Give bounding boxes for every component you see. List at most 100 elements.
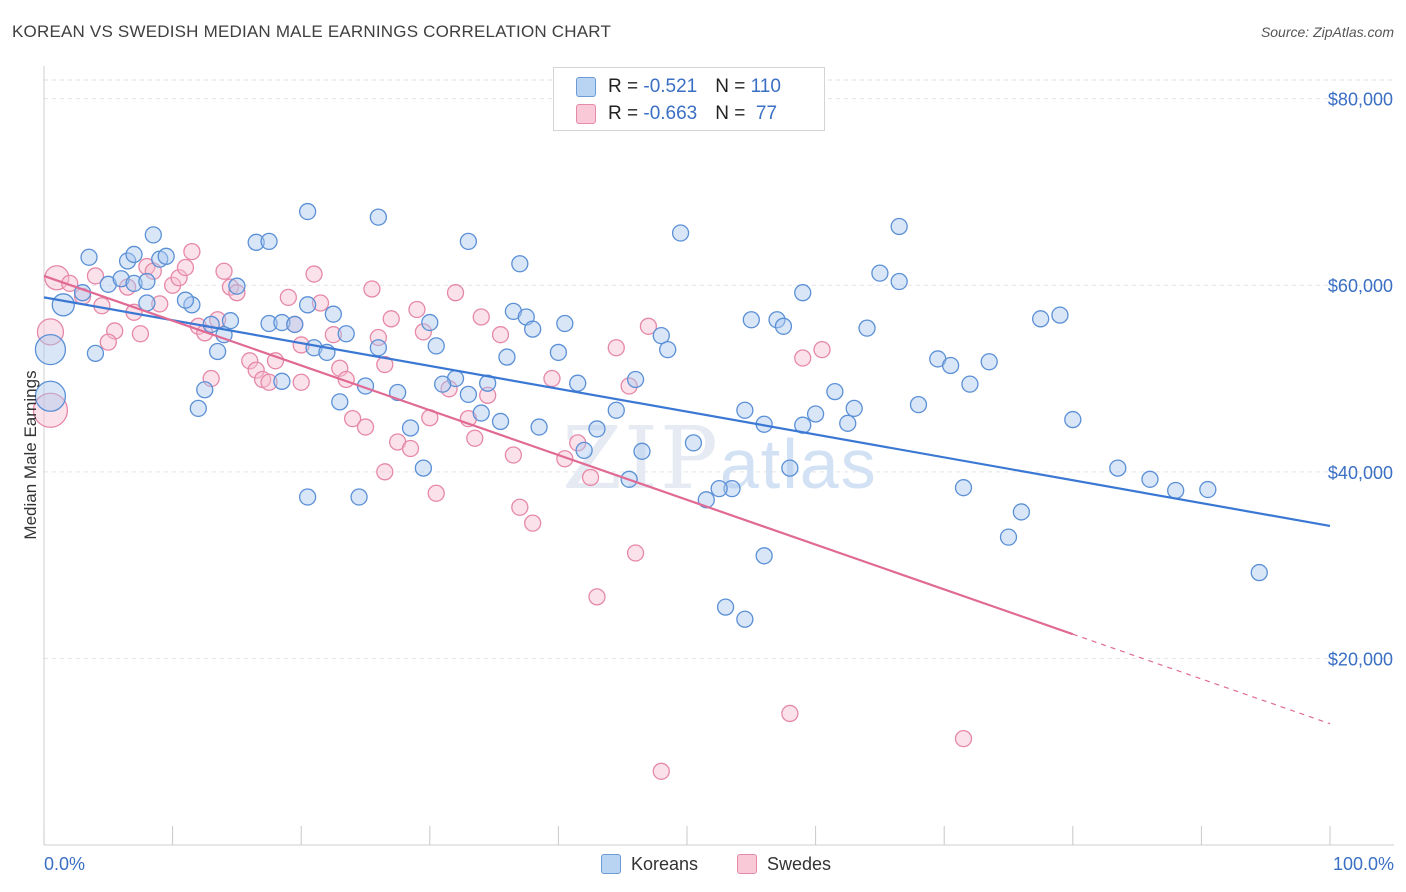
- koreans-point: [684, 434, 703, 452]
- swedes-points: [32, 243, 973, 780]
- swedes-point: [305, 265, 323, 283]
- koreans-point: [1012, 503, 1031, 521]
- bottom-legend-swedes: Swedes: [737, 852, 831, 876]
- swedes-point: [954, 729, 973, 748]
- koreans-point: [414, 459, 433, 477]
- swedes-point: [32, 392, 69, 428]
- swedes-swatch: [576, 104, 596, 124]
- swedes-trend-line: [43, 274, 1074, 636]
- legend-r-label: R =: [608, 103, 644, 124]
- koreans-point: [607, 401, 625, 419]
- koreans-point: [742, 311, 760, 329]
- koreans-point: [138, 272, 156, 291]
- koreans-point: [954, 479, 973, 497]
- swedes-point: [260, 373, 278, 391]
- swedes-point: [183, 243, 201, 261]
- koreans-point: [890, 217, 908, 236]
- koreans-point: [871, 264, 889, 282]
- koreans-point: [1064, 410, 1082, 429]
- koreans-point: [286, 315, 304, 334]
- koreans-points: [34, 202, 1268, 628]
- y-axis-label: Median Male Earnings: [21, 370, 40, 539]
- koreans-legend-swatch: [601, 854, 621, 874]
- swedes-legend-swatch: [737, 854, 757, 874]
- swedes-point: [215, 262, 233, 280]
- koreans-point: [858, 319, 876, 337]
- swedes-point: [170, 269, 188, 287]
- koreans-point: [845, 399, 863, 418]
- y-tick-labels: $20,000 $40,000 $60,000 $80,000: [1328, 90, 1393, 670]
- trend-lines: [43, 274, 1331, 725]
- swedes-point: [324, 326, 343, 344]
- koreans-point: [941, 356, 960, 375]
- y-tick-label: $20,000: [1328, 649, 1393, 669]
- koreans-point: [86, 344, 105, 362]
- koreans-point: [176, 291, 195, 309]
- swedes-point: [401, 439, 420, 458]
- koreans-point: [324, 305, 343, 323]
- legend-r-label: R =: [608, 76, 644, 97]
- koreans-point: [530, 418, 548, 436]
- koreans-point: [806, 405, 825, 423]
- swedes-point: [543, 369, 561, 388]
- koreans-trend-line: [43, 296, 1331, 528]
- legend-row-koreans: R = -0.521 N = 110: [576, 74, 781, 100]
- legend-r-value: -0.663: [643, 103, 698, 124]
- koreans-point: [774, 317, 793, 335]
- koreans-point: [350, 488, 368, 506]
- swedes-point: [376, 355, 394, 374]
- koreans-point: [434, 375, 452, 393]
- koreans-point: [1250, 563, 1268, 582]
- koreans-point: [652, 326, 670, 345]
- axes: [43, 66, 1394, 846]
- bottom-legend-koreans: Koreans: [601, 852, 698, 876]
- koreans-point: [980, 353, 998, 371]
- swedes-point: [86, 267, 105, 285]
- stats-legend: R = -0.521 N = 110 R = -0.663 N = 77: [553, 67, 825, 131]
- koreans-point: [298, 296, 317, 314]
- koreans-point: [189, 399, 207, 418]
- swedes-point: [343, 410, 362, 428]
- legend-n-value: 77: [750, 103, 778, 124]
- koreans-point: [337, 325, 355, 343]
- swedes-point: [382, 310, 400, 328]
- koreans-swatch: [576, 77, 596, 97]
- koreans-point: [781, 459, 799, 477]
- koreans-point: [221, 312, 240, 330]
- koreans-point: [524, 320, 542, 338]
- koreans-point: [273, 313, 291, 332]
- koreans-point: [459, 385, 478, 404]
- koreans-point: [369, 339, 388, 357]
- koreans-point: [826, 382, 844, 401]
- y-tick-label: $80,000: [1328, 90, 1393, 110]
- koreans-point: [247, 233, 265, 251]
- koreans-point: [511, 255, 529, 273]
- koreans-point: [736, 401, 754, 419]
- legend-r-value: -0.521: [643, 76, 698, 97]
- koreans-point: [34, 380, 67, 412]
- koreans-point: [1141, 470, 1159, 488]
- legend-n-label: N =: [715, 103, 751, 124]
- koreans-point: [491, 412, 510, 431]
- koreans-point: [755, 547, 773, 565]
- swedes-point: [408, 300, 426, 319]
- swedes-point: [607, 339, 625, 357]
- swedes-point: [36, 318, 65, 346]
- koreans-point: [839, 414, 857, 432]
- koreans-point: [961, 375, 979, 393]
- swedes-point: [241, 352, 259, 370]
- swedes-point: [279, 288, 297, 307]
- koreans-point: [112, 270, 130, 288]
- koreans-point: [716, 598, 735, 616]
- swedes-point: [781, 704, 799, 723]
- koreans-point: [736, 610, 754, 628]
- swedes-point: [504, 446, 523, 464]
- koreans-point: [401, 419, 420, 437]
- swedes-point: [626, 544, 645, 562]
- koreans-point: [228, 277, 246, 295]
- y-tick-label: $40,000: [1328, 463, 1393, 483]
- koreans-point: [80, 248, 98, 266]
- koreans-point: [697, 491, 715, 509]
- chart-title: KOREAN VS SWEDISH MEDIAN MALE EARNINGS C…: [12, 22, 612, 41]
